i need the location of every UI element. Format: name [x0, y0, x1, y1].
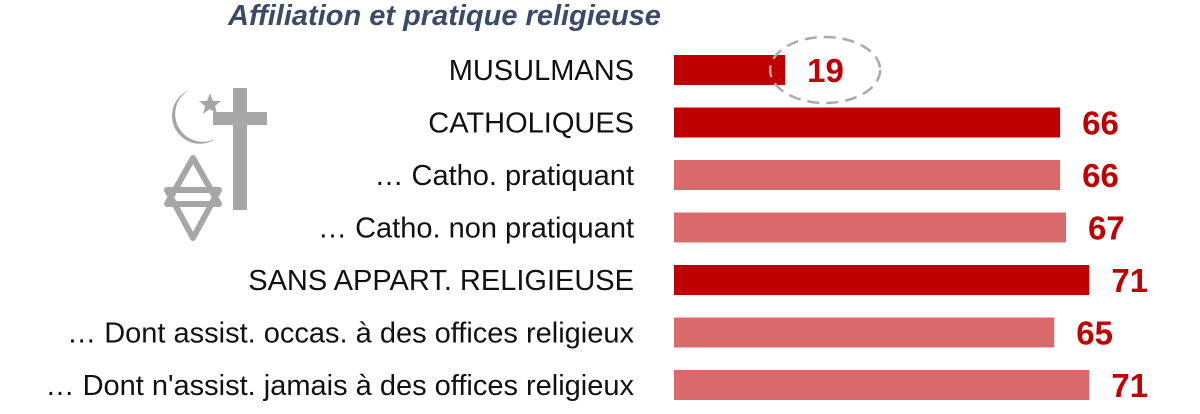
bar — [674, 212, 1066, 243]
bar — [674, 370, 1090, 400]
bar — [674, 265, 1090, 295]
category-label: CATHOLIQUES — [428, 108, 634, 140]
value-label: 19 — [807, 52, 844, 89]
category-label: MUSULMANS — [449, 55, 634, 87]
value-label: 65 — [1076, 315, 1113, 352]
value-label: 71 — [1111, 367, 1148, 404]
value-label: 66 — [1082, 105, 1119, 142]
category-label: … Catho. non pratiquant — [318, 213, 634, 245]
star-of-david-icon — [164, 155, 222, 241]
latin-cross-icon — [213, 88, 267, 210]
value-label: 67 — [1088, 210, 1125, 247]
chart-title: Affiliation et pratique religieuse — [228, 0, 661, 32]
category-label: … Dont assist. occas. à des offices reli… — [67, 318, 634, 350]
category-label: SANS APPART. RELIGIEUSE — [248, 265, 634, 297]
bar — [674, 317, 1055, 348]
religion-icons — [164, 88, 267, 241]
category-label: … Dont n'assist. jamais à des offices re… — [46, 370, 635, 402]
bar — [674, 107, 1061, 138]
crescent-star-icon — [172, 90, 221, 144]
value-label: 71 — [1111, 262, 1148, 299]
bar — [674, 160, 1061, 190]
value-label: 66 — [1082, 157, 1119, 194]
highlight-ring — [768, 35, 882, 105]
category-label: … Catho. pratiquant — [374, 160, 634, 192]
bar — [674, 55, 786, 85]
